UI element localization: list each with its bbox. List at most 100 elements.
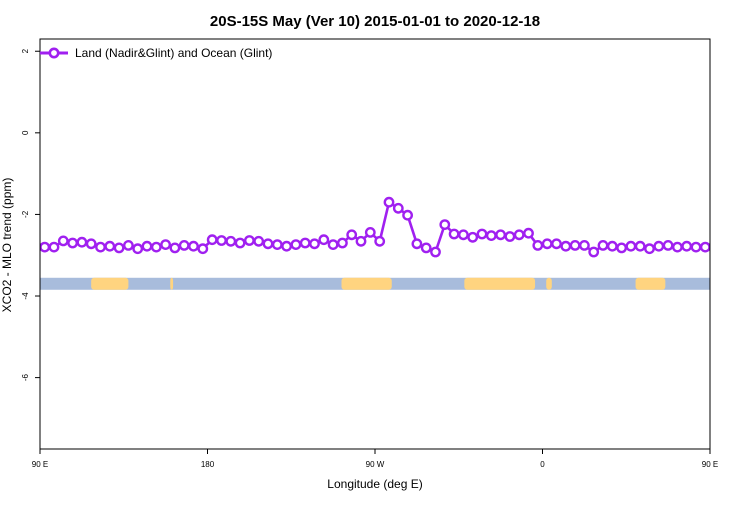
data-point	[467, 231, 479, 243]
data-point	[141, 240, 153, 252]
data-point	[253, 235, 265, 247]
y-tick-label: -4	[21, 292, 30, 300]
data-point	[48, 241, 60, 253]
data-point	[653, 240, 665, 252]
data-point	[299, 237, 311, 249]
data-point	[560, 240, 572, 252]
y-tick-label: -6	[21, 373, 30, 381]
surface-strip-land	[464, 277, 536, 290]
axes: 90 E 180 90 W 0 90 E 2 0 -2 -4 -6	[21, 48, 718, 469]
data-point	[402, 209, 413, 221]
surface-strip-land	[635, 277, 666, 290]
data-point	[160, 239, 172, 251]
data-point	[569, 239, 581, 251]
data-point	[541, 238, 553, 250]
data-point	[579, 239, 590, 251]
data-point	[67, 237, 79, 249]
data-point	[262, 238, 274, 250]
data-point	[448, 228, 460, 240]
data-point	[281, 240, 292, 252]
data-point	[122, 239, 134, 251]
data-point	[672, 241, 683, 253]
data-point	[495, 229, 506, 241]
data-point	[243, 235, 255, 246]
data-point	[234, 237, 246, 249]
surface-strip-land	[170, 277, 174, 290]
data-point	[364, 226, 376, 238]
data-point	[225, 235, 237, 247]
data-point	[588, 246, 600, 258]
data-point	[738, 238, 746, 246]
data-point	[76, 236, 88, 248]
surface-strip-land	[719, 278, 726, 290]
data-point	[439, 219, 451, 231]
data-point	[504, 231, 516, 242]
data-point	[271, 239, 283, 251]
data-point	[150, 241, 162, 253]
data-point	[411, 238, 423, 250]
y-axis-label: XCO2 - MLO trend (ppm)	[0, 178, 14, 313]
plot-area	[40, 196, 746, 290]
data-point	[327, 239, 339, 251]
data-point	[392, 202, 404, 214]
x-tick-label: 0	[540, 460, 545, 469]
data-point	[644, 243, 655, 255]
data-point	[197, 243, 209, 255]
legend: Land (Nadir&Glint) and Ocean (Glint)	[40, 46, 272, 60]
data-point	[681, 240, 693, 252]
data-point	[336, 237, 348, 249]
data-point	[104, 240, 116, 252]
data-point	[485, 230, 497, 242]
x-axis-label: Longitude (deg E)	[327, 477, 422, 491]
data-point	[113, 242, 125, 254]
data-point	[346, 229, 358, 241]
y-tick-label: 0	[21, 130, 30, 135]
x-tick-label: 90 E	[32, 460, 48, 469]
data-point	[178, 239, 190, 251]
data-point	[57, 235, 69, 247]
data-point	[690, 241, 702, 253]
data-point	[374, 235, 386, 247]
data-point	[457, 229, 469, 241]
data-point	[95, 241, 106, 253]
x-tick-label: 180	[201, 460, 215, 469]
data-point	[662, 239, 674, 251]
data-point	[476, 228, 488, 240]
data-point	[597, 239, 609, 251]
x-tick-label: 90 W	[366, 460, 385, 469]
data-point	[355, 235, 367, 247]
legend-marker	[48, 47, 60, 59]
data-point	[420, 242, 432, 254]
data-point	[188, 240, 199, 252]
data-point	[290, 239, 302, 251]
data-point	[551, 238, 562, 250]
data-point	[169, 242, 181, 254]
data-point	[699, 241, 710, 253]
data-point	[634, 240, 646, 252]
data-point	[85, 238, 97, 250]
surface-strip-land	[341, 277, 392, 290]
legend-label: Land (Nadir&Glint) and Ocean (Glint)	[75, 46, 272, 60]
data-point	[523, 227, 534, 239]
data-point	[430, 246, 441, 258]
surface-strip-land	[546, 277, 552, 290]
y-tick-label: 2	[21, 48, 30, 53]
data-point	[318, 234, 330, 246]
data-point	[606, 240, 618, 252]
data-point	[616, 242, 627, 254]
data-point	[729, 239, 737, 247]
data-point	[132, 243, 144, 255]
data-point	[513, 229, 525, 241]
x-tick-label: 90 E	[702, 460, 718, 469]
data-point	[709, 243, 710, 249]
data-point	[720, 237, 728, 245]
data-point	[309, 238, 320, 250]
data-point	[40, 241, 51, 253]
data-point	[216, 235, 227, 246]
data-point	[383, 196, 395, 208]
data-point	[625, 240, 637, 252]
data-point	[206, 234, 218, 246]
y-tick-label: -2	[21, 210, 30, 218]
